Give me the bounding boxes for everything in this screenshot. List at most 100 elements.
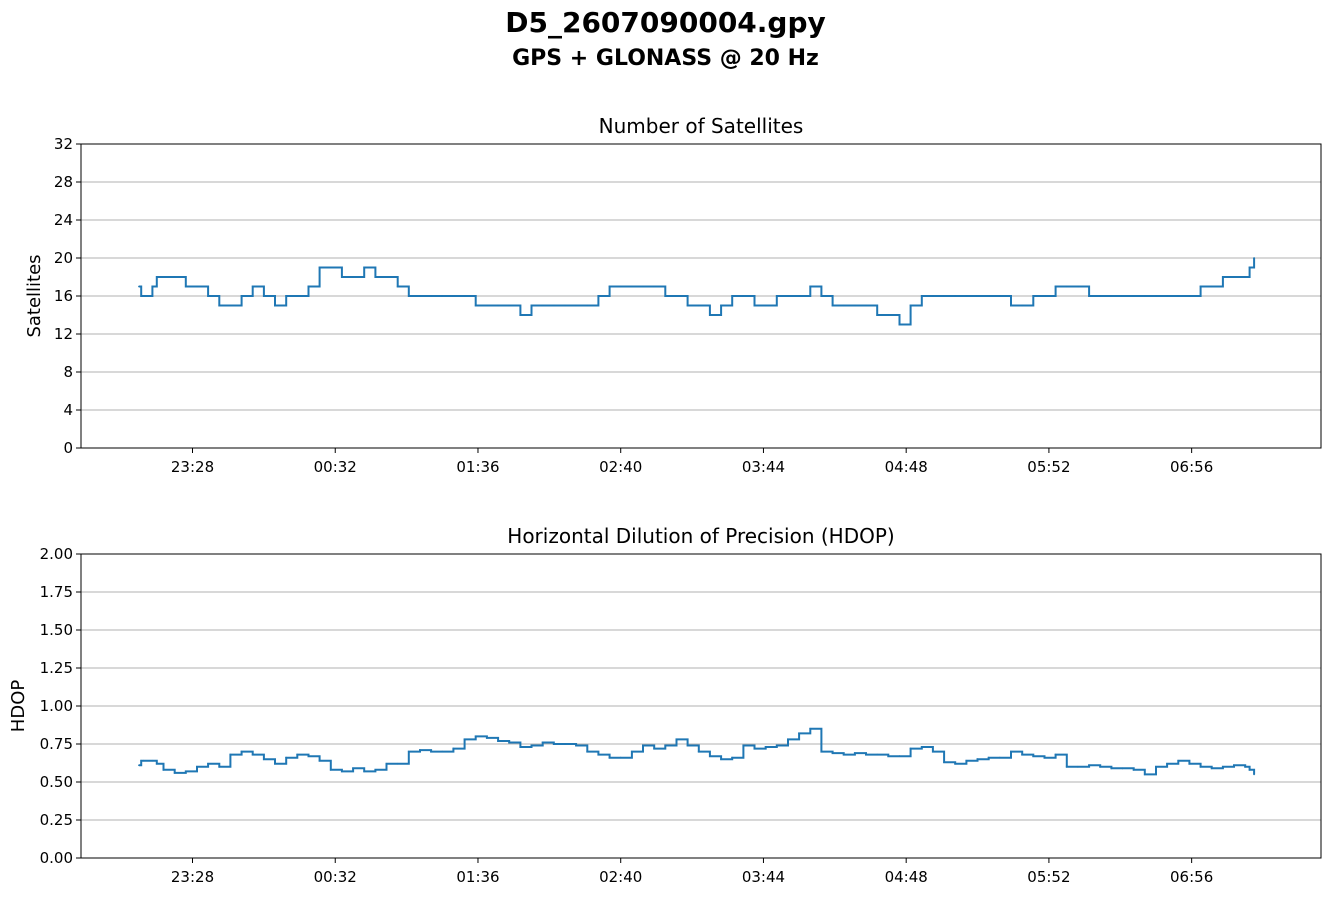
data-point — [374, 768, 377, 771]
data-point — [731, 756, 734, 759]
data-point — [1121, 295, 1124, 297]
x-tick-label: 06:56 — [1170, 868, 1213, 886]
data-point — [196, 765, 198, 768]
x-tick-label: 05:52 — [1027, 868, 1070, 886]
data-point — [1221, 765, 1224, 768]
data-point — [787, 295, 789, 297]
data-point — [898, 755, 901, 758]
data-point — [630, 285, 633, 288]
data-point — [508, 304, 511, 307]
data-point — [597, 753, 600, 756]
y-tick-label: 0.50 — [40, 773, 73, 791]
series-line — [139, 727, 1256, 776]
data-point — [764, 746, 767, 748]
data-point — [1177, 295, 1180, 297]
x-tick-label: 23:28 — [171, 458, 214, 476]
data-point — [608, 285, 611, 288]
data-point — [709, 755, 711, 758]
data-point — [954, 295, 957, 297]
data-point — [965, 295, 968, 297]
data-point — [920, 746, 923, 748]
data-point — [162, 276, 165, 278]
data-point — [1244, 276, 1247, 278]
data-point — [642, 285, 644, 288]
data-point — [664, 295, 667, 297]
data-point — [831, 752, 834, 755]
x-tick-label: 05:52 — [1027, 458, 1070, 476]
data-point — [998, 756, 1001, 759]
data-point — [987, 295, 990, 297]
data-point — [731, 295, 734, 297]
data-point — [653, 285, 656, 288]
data-point — [998, 295, 1001, 297]
data-point — [363, 770, 366, 773]
y-tick-label: 0.25 — [40, 811, 73, 829]
data-point — [341, 770, 343, 773]
data-point — [775, 295, 778, 297]
y-tick-label: 0.00 — [40, 849, 73, 867]
data-point — [363, 266, 366, 269]
data-point — [530, 304, 533, 307]
data-point — [1010, 304, 1012, 307]
data-point — [987, 756, 990, 759]
data-point — [954, 762, 957, 765]
axes-title: Number of Satellites — [599, 114, 804, 138]
data-point — [1188, 295, 1191, 297]
data-point — [430, 750, 433, 753]
data-point — [1233, 764, 1235, 767]
data-point — [898, 323, 901, 326]
data-point — [742, 744, 745, 747]
data-point — [274, 762, 276, 765]
data-point — [155, 276, 158, 278]
x-tick-label: 01:36 — [456, 458, 499, 476]
data-point — [151, 285, 154, 288]
data-point — [474, 735, 477, 738]
data-point — [541, 741, 544, 744]
data-point — [887, 314, 890, 316]
data-point — [296, 753, 299, 756]
data-point — [552, 743, 555, 745]
data-point — [508, 741, 511, 744]
y-tick-label: 2.00 — [40, 545, 73, 563]
data-point — [720, 304, 722, 307]
data-point — [1077, 285, 1079, 288]
data-point — [407, 295, 410, 297]
data-point — [385, 762, 388, 765]
data-point — [307, 755, 310, 758]
data-point — [1032, 295, 1035, 297]
data-point — [932, 750, 934, 753]
data-point — [608, 756, 611, 759]
data-point — [485, 304, 488, 307]
data-point — [1221, 276, 1224, 278]
data-point — [329, 768, 332, 771]
data-point — [842, 304, 845, 307]
data-point — [1099, 295, 1102, 297]
data-point — [318, 759, 321, 762]
y-tick-label: 1.00 — [40, 697, 73, 715]
data-point — [441, 295, 444, 297]
data-point — [564, 304, 566, 307]
data-point — [296, 295, 299, 297]
data-point — [887, 755, 890, 758]
x-tick-label: 04:48 — [885, 868, 928, 886]
figure-title: D5_2607090004.gpy — [505, 6, 826, 39]
data-point — [352, 276, 354, 278]
data-point — [218, 304, 221, 307]
data-point — [240, 295, 243, 297]
data-point — [1088, 295, 1090, 297]
data-point — [976, 758, 979, 761]
data-point — [820, 295, 823, 297]
data-point — [597, 295, 600, 297]
data-point — [184, 770, 187, 773]
data-point — [787, 738, 789, 741]
data-point — [207, 295, 210, 297]
data-point — [1110, 767, 1113, 770]
data-point — [809, 285, 812, 288]
x-tick-label: 23:28 — [171, 868, 214, 886]
data-point — [1248, 266, 1251, 269]
y-axis-label: HDOP — [8, 680, 29, 733]
data-point — [142, 295, 145, 297]
data-point — [552, 304, 555, 307]
data-point — [173, 771, 176, 774]
data-point — [151, 759, 154, 762]
